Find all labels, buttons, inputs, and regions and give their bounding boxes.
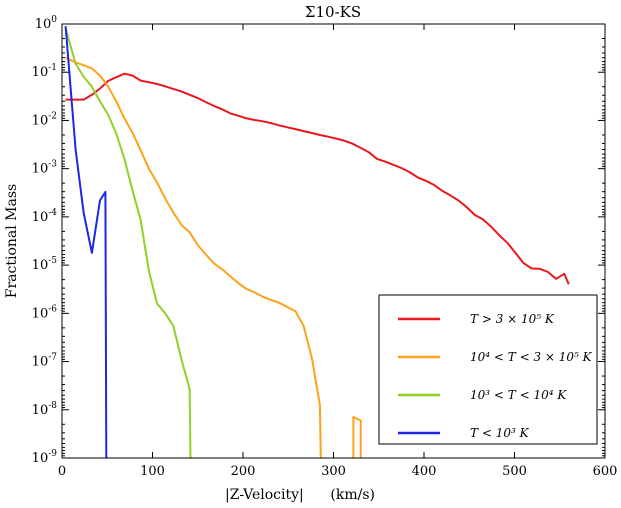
legend-label-3: T < 10³ K [470, 426, 530, 440]
y-tick-exponent: -3 [48, 160, 57, 170]
series-line-1-bump [352, 415, 362, 458]
y-tick-base: 10 [32, 258, 49, 273]
y-tick-exponent: -9 [48, 449, 57, 459]
y-tick-label: 10-4 [32, 208, 58, 225]
y-tick-base: 10 [32, 403, 49, 418]
y-tick-exponent: -8 [48, 401, 57, 411]
y-tick-label: 100 [35, 15, 58, 32]
y-axis-title: Fractional Mass [4, 184, 20, 298]
y-tick-label: 10-8 [32, 401, 58, 418]
x-tick-label: 200 [231, 464, 256, 479]
y-tick-label: 10-7 [32, 353, 58, 370]
y-tick-base: 10 [32, 451, 49, 466]
series-line-3 [64, 26, 108, 458]
plot-frame [61, 23, 606, 459]
y-tick-base: 10 [32, 113, 49, 128]
y-tick-base: 10 [35, 17, 52, 32]
series-line-1 [65, 56, 322, 458]
x-tick-label: 600 [593, 464, 618, 479]
y-tick-label: 10-3 [32, 160, 58, 177]
legend-label-2: 10³ < T < 10⁴ K [470, 388, 567, 402]
x-tick-label: 400 [412, 464, 437, 479]
y-tick-base: 10 [32, 162, 49, 177]
y-tick-exponent: -4 [48, 208, 57, 218]
y-tick-exponent: 0 [51, 15, 57, 25]
y-tick-label: 10-1 [32, 63, 57, 80]
y-tick-base: 10 [32, 65, 49, 80]
y-tick-label: 10-9 [32, 449, 58, 466]
y-tick-label: 10-6 [32, 304, 58, 321]
series-line-2 [64, 28, 192, 458]
legend: T > 3 × 10⁵ K 10⁴ < T < 3 × 10⁵ K 10³ < T … [378, 294, 598, 445]
x-tick-label: 0 [58, 464, 66, 479]
x-tick-label: 100 [140, 464, 165, 479]
axis-ticks: 0 100 200 300 400 500 60010010-110-210-310-410… [32, 15, 618, 479]
x-axis-title: |Z-Velocity| (km/s) [225, 487, 375, 503]
x-tick-label: 300 [321, 464, 346, 479]
legend-label-1: 10⁴ < T < 3 × 10⁵ K [470, 350, 593, 364]
series-layer [64, 26, 570, 458]
y-tick-exponent: -7 [48, 353, 57, 363]
y-tick-exponent: -2 [48, 111, 57, 121]
plot-area [64, 26, 570, 458]
chart-title: Σ10-KS [305, 3, 361, 21]
legend-label-0: T > 3 × 10⁵ K [470, 312, 555, 326]
y-tick-base: 10 [32, 306, 49, 321]
y-tick-label: 10-2 [32, 111, 57, 128]
y-tick-exponent: -5 [48, 256, 57, 266]
y-tick-label: 10-5 [32, 256, 58, 273]
x-tick-label: 500 [502, 464, 527, 479]
y-tick-base: 10 [32, 355, 49, 370]
y-tick-base: 10 [32, 210, 49, 225]
series-line-0 [65, 72, 570, 285]
y-tick-exponent: -6 [48, 304, 57, 314]
y-tick-exponent: -1 [48, 63, 57, 73]
